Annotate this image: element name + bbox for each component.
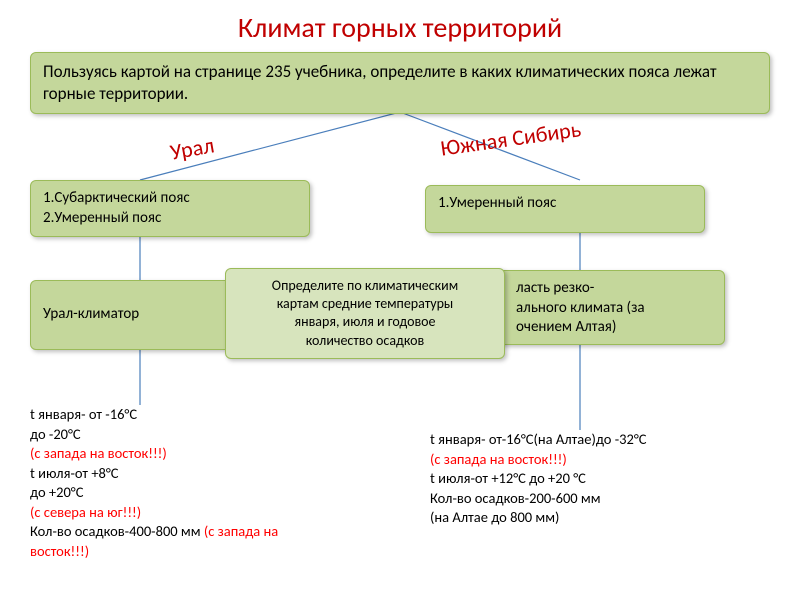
dl-l5: до +20°С <box>30 483 400 503</box>
instruction-text: Пользуясь картой на странице 235 учебник… <box>43 61 717 104</box>
data-left-block: t января- от -16°С до -20°С (с запада на… <box>30 405 400 562</box>
mid-right-l3: очением Алтая) <box>516 318 712 338</box>
belt-right-line1: 1.Умеренный пояс <box>438 194 692 214</box>
mid-left-text: Урал-климатор <box>43 305 139 325</box>
region-label-ural: Урал <box>168 131 216 165</box>
dl-l8: восток!!!) <box>30 542 400 562</box>
center-l3: января, июля и годовое <box>238 313 492 331</box>
center-overlay-box: Определите по климатическим картам средн… <box>225 268 505 359</box>
center-l2: картам средние температуры <box>238 295 492 313</box>
center-l1: Определите по климатическим <box>238 277 492 295</box>
dr-l5: (на Алтае до 800 мм) <box>430 508 770 528</box>
instruction-box: Пользуясь картой на странице 235 учебник… <box>30 52 770 114</box>
belt-box-right: 1.Умеренный пояс <box>425 185 705 233</box>
region-label-siberia: Южная Сибирь <box>439 115 583 161</box>
dl-l6: (с севера на юг!!!) <box>30 503 400 523</box>
dl-l3: (с запада на восток!!!) <box>30 444 400 464</box>
dl-l2: до -20°С <box>30 425 400 445</box>
dl-l7b: (с запада на <box>204 522 278 540</box>
belt-box-left: 1.Субарктический пояс 2.Умеренный пояс <box>30 180 310 237</box>
mid-right-l1: ласть резко- <box>516 279 712 299</box>
belt-left-line1: 1.Субарктический пояс <box>43 189 297 209</box>
center-l4: количество осадков <box>238 332 492 350</box>
dr-l4: Кол-во осадков-200-600 мм <box>430 489 770 509</box>
dr-l1: t января- от-16°С(на Алтае)до -32°С <box>430 430 770 450</box>
page-title: Климат горных территорий <box>0 0 800 51</box>
dr-l2: (с запада на восток!!!) <box>430 450 770 470</box>
belt-left-line2: 2.Умеренный пояс <box>43 209 297 229</box>
dl-l4: t июля-от +8°С <box>30 464 400 484</box>
mid-right-l2: ального климата (за <box>516 299 712 319</box>
dl-l7: Кол-во осадков-400-800 мм (с запада на <box>30 522 400 542</box>
dr-l3: t июля-от +12°С до +20 °С <box>430 469 770 489</box>
dl-l1: t января- от -16°С <box>30 405 400 425</box>
data-right-block: t января- от-16°С(на Алтае)до -32°С (с з… <box>430 430 770 528</box>
dl-l7a: Кол-во осадков-400-800 мм <box>30 522 204 540</box>
